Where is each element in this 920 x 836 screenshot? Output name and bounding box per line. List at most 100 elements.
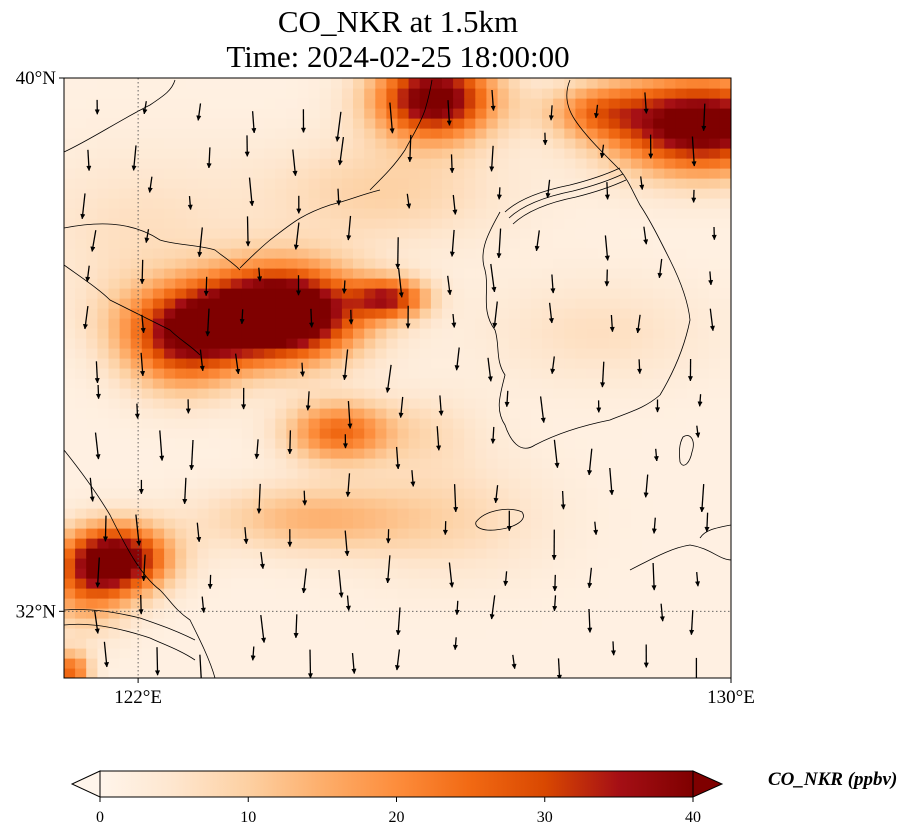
field-cell: [397, 578, 410, 589]
field-cell: [186, 538, 198, 549]
field-cell: [375, 178, 387, 189]
field-cell: [97, 238, 110, 249]
wind-arrow: [256, 483, 262, 514]
field-cell: [386, 478, 399, 489]
wind-arrow: [296, 195, 302, 214]
field-cell: [475, 618, 487, 629]
field-cell: [664, 598, 676, 609]
field-cell: [208, 608, 221, 619]
map-frame: [63, 77, 732, 679]
field-cell: [130, 378, 143, 389]
field-cell: [497, 468, 510, 479]
field-cell: [141, 428, 154, 439]
field-cell: [397, 528, 410, 539]
field-cell: [208, 418, 221, 429]
field-cell: [241, 158, 254, 169]
field-cell: [464, 98, 476, 109]
field-cell: [464, 108, 476, 119]
field-cell: [608, 628, 621, 639]
field-cell: [464, 348, 476, 359]
field-cell: [97, 498, 110, 509]
field-cell: [152, 568, 165, 579]
field-cell: [608, 138, 621, 149]
field-cell: [152, 228, 165, 239]
field-cell: [642, 98, 654, 109]
wind-arrow: [348, 309, 354, 325]
field-cell: [453, 178, 465, 189]
field-cell: [264, 218, 276, 229]
field-cell: [553, 558, 565, 569]
field-cell: [330, 398, 343, 409]
field-cell: [119, 188, 132, 199]
field-cell: [708, 468, 721, 479]
field-cell: [375, 488, 387, 499]
field-cell: [464, 318, 476, 329]
field-cell: [208, 108, 221, 119]
field-cell: [631, 298, 643, 309]
field-cell: [197, 388, 210, 399]
field-cell: [97, 278, 110, 289]
field-cell: [397, 128, 410, 139]
field-cell: [642, 208, 654, 219]
field-cell: [575, 328, 588, 339]
field-cell: [386, 528, 399, 539]
field-cell: [653, 78, 665, 79]
field-cell: [286, 118, 298, 129]
field-cell: [286, 328, 298, 339]
field-cell: [619, 638, 632, 649]
field-cell: [497, 368, 510, 379]
field-cell: [586, 618, 599, 629]
field-cell: [397, 238, 410, 249]
wind-arrow: [651, 562, 657, 591]
field-cell: [186, 628, 198, 639]
field-cell: [275, 158, 287, 169]
field-cell: [719, 358, 731, 369]
field-cell: [141, 438, 154, 449]
field-cell: [275, 558, 287, 569]
field-cell: [631, 458, 643, 469]
wind-arrow: [80, 193, 86, 220]
wind-arrow: [659, 603, 665, 622]
field-cell: [631, 378, 643, 389]
field-cell: [264, 238, 276, 249]
field-cell: [508, 358, 521, 369]
field-cell: [197, 378, 210, 389]
field-cell: [430, 558, 443, 569]
field-cell: [297, 248, 310, 259]
field-cell: [152, 448, 165, 459]
field-cell: [686, 108, 699, 119]
field-cell: [430, 218, 443, 229]
field-cell: [86, 528, 98, 539]
field-cell: [575, 588, 588, 599]
field-cell: [486, 658, 499, 669]
field-cell: [708, 148, 721, 159]
field-cell: [719, 78, 731, 89]
field-cell: [419, 368, 432, 379]
field-cell: [97, 248, 110, 259]
field-cell: [419, 388, 432, 399]
field-cell: [264, 458, 276, 469]
field-cell: [608, 558, 621, 569]
field-cell: [408, 418, 421, 429]
field-cell: [353, 88, 365, 99]
field-cell: [564, 188, 576, 199]
field-cell: [697, 308, 710, 319]
field-cell: [408, 138, 421, 149]
field-cell: [375, 98, 387, 109]
field-cell: [64, 288, 76, 299]
field-cell: [197, 448, 210, 459]
field-cell: [219, 188, 232, 199]
field-cell: [75, 358, 87, 369]
field-cell: [64, 458, 76, 469]
field-cell: [497, 388, 510, 399]
field-cell: [230, 298, 243, 309]
field-cell: [219, 258, 232, 269]
field-cell: [319, 278, 332, 289]
field-cell: [353, 648, 365, 659]
field-cell: [719, 88, 731, 99]
field-cell: [530, 128, 543, 139]
field-cell: [86, 208, 98, 219]
field-cell: [186, 118, 198, 129]
wind-arrow: [86, 149, 92, 172]
field-cell: [597, 338, 610, 349]
